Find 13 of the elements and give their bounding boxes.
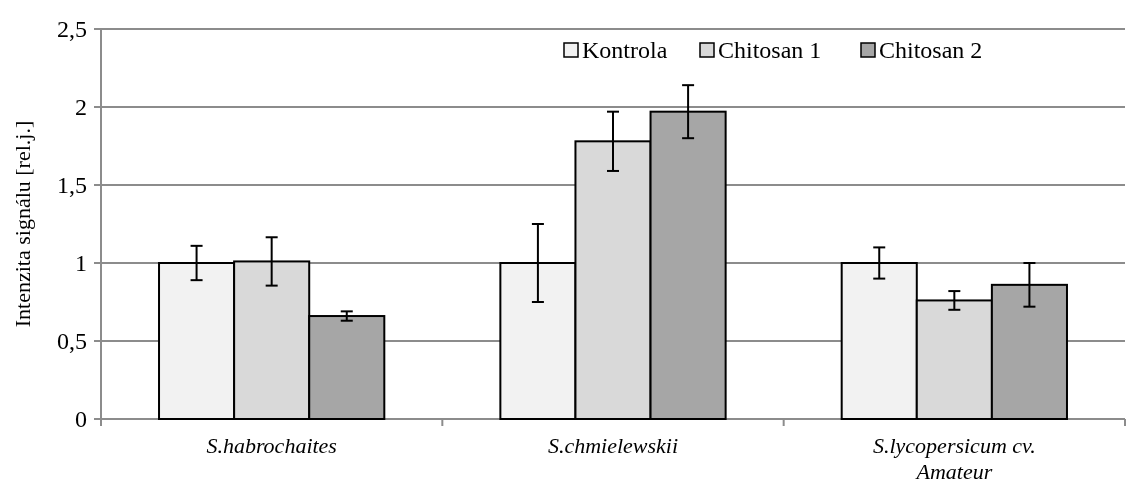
legend-label: Chitosan 1 [718,37,822,64]
y-tick-label: 1,5 [57,172,87,199]
y-tick-label: 0 [75,406,87,433]
x-tick-label: S.habrochaites [206,433,337,458]
legend-label: Chitosan 2 [879,37,983,64]
y-axis-title: Intenzita signálu [rel.j.] [10,120,35,328]
y-tick-label: 2,5 [57,16,87,43]
y-tick-label: 2 [75,94,87,121]
x-tick-label: S.lycopersicum cv. Amateur [872,433,1036,484]
legend-label: Kontrola [582,37,668,64]
y-tick-label: 0,5 [57,328,87,355]
x-tick-label: S.chmielewskii [547,433,679,458]
y-tick-label: 1 [75,250,87,277]
